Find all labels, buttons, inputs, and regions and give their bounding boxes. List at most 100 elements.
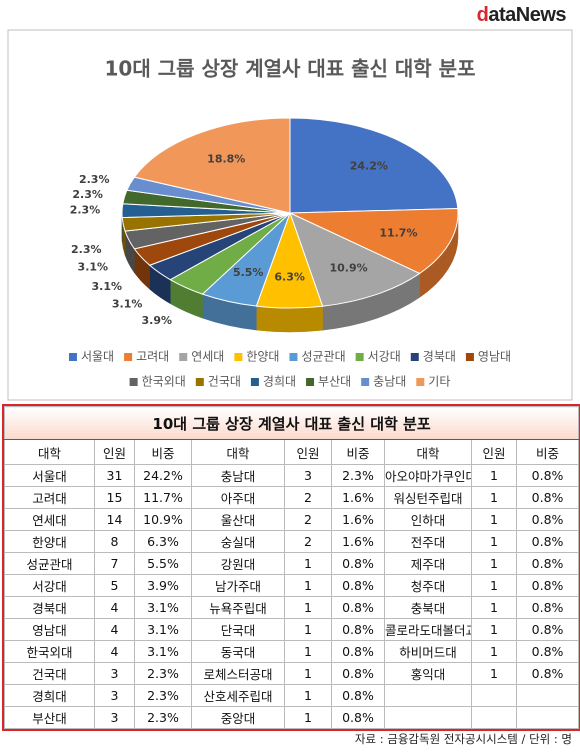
table-cell: 단국대 bbox=[191, 618, 285, 641]
pie-slice bbox=[133, 117, 291, 214]
table-cell: 4 bbox=[94, 596, 135, 619]
legend-item: 한국외대 bbox=[129, 375, 186, 389]
table-cell: 콜로라도대볼더교 bbox=[384, 618, 472, 641]
table-cell: 인하대 bbox=[384, 508, 472, 531]
table-row: 대학 인원 비중 대학 인원 비중 대학 인원 비중 bbox=[4, 439, 580, 465]
table-cell: 0.8% bbox=[515, 552, 580, 575]
legend-label: 영남대 bbox=[478, 350, 511, 364]
table-row: 고려대 15 11.7% 아주대 2 1.6% 워싱턴주립대 1 0.8% bbox=[4, 486, 580, 509]
table-cell: 1 bbox=[284, 684, 332, 707]
table-cell: 서울대 bbox=[4, 464, 95, 487]
data-label: 6.3% bbox=[274, 271, 305, 284]
table-cell: 3 bbox=[94, 706, 135, 729]
table-title: 10대 그룹 상장 계열사 대표 출신 대학 분포 bbox=[3, 406, 580, 440]
table-cell: 한국외대 bbox=[4, 640, 95, 663]
legend-item: 고려대 bbox=[124, 350, 169, 364]
table-cell: 충북대 bbox=[384, 596, 472, 619]
table-cell: 아주대 bbox=[191, 486, 285, 509]
table-cell: 0.8% bbox=[331, 574, 385, 597]
table: 10대 그룹 상장 계열사 대표 출신 대학 분포 대학 인원 비중 대학 인원 비중 대학 인… bbox=[3, 406, 580, 729]
legend-swatch bbox=[68, 353, 77, 361]
table-cell: 2 bbox=[284, 486, 332, 509]
table-header: 대학 bbox=[4, 439, 95, 465]
table-cell: 한양대 bbox=[4, 530, 95, 553]
chart: 10대 그룹 상장 계열사 대표 출신 대학 분포 24.2% 11.7% 10.9… bbox=[7, 29, 573, 401]
pie-slice bbox=[289, 117, 459, 214]
table-cell bbox=[515, 684, 580, 707]
table-cell: 2.3% bbox=[134, 662, 192, 685]
table-cell: 아오야마가쿠인대 bbox=[384, 464, 472, 487]
legend-item: 한양대 bbox=[234, 350, 279, 364]
table-cell: 5.5% bbox=[134, 552, 192, 575]
legend-label: 한양대 bbox=[246, 350, 279, 364]
table-cell: 1 bbox=[471, 618, 517, 641]
table-cell: 0.8% bbox=[515, 640, 580, 663]
legend-item: 서강대 bbox=[355, 350, 401, 364]
table-row: 서강대 5 3.9% 남가주대 1 0.8% 청주대 1 0.8% bbox=[4, 574, 580, 597]
table-cell: 2 bbox=[284, 530, 332, 553]
table-cell: 31 bbox=[94, 464, 135, 487]
table-cell: 2.3% bbox=[134, 684, 192, 707]
table-cell: 0.8% bbox=[515, 662, 580, 685]
legend-label: 한국외대 bbox=[142, 375, 186, 389]
table-cell: 4 bbox=[94, 640, 135, 663]
data-label: 3.1% bbox=[112, 297, 143, 310]
table-cell: 0.8% bbox=[515, 618, 580, 641]
table-row: 경희대 3 2.3% 산호세주립대 1 0.8% bbox=[4, 684, 580, 707]
table-cell: 서강대 bbox=[4, 574, 95, 597]
table-cell: 0.8% bbox=[515, 486, 580, 509]
table-cell: 하비머드대 bbox=[384, 640, 472, 663]
pie-slice-side bbox=[256, 305, 323, 333]
table-cell bbox=[384, 684, 472, 707]
table-cell: 3 bbox=[94, 684, 135, 707]
table-header: 비중 bbox=[134, 439, 192, 465]
table-header: 인원 bbox=[94, 439, 135, 465]
table-cell: 제주대 bbox=[384, 552, 472, 575]
table-cell: 15 bbox=[94, 486, 135, 509]
table-cell: 전주대 bbox=[384, 530, 472, 553]
table-cell: 홍익대 bbox=[384, 662, 472, 685]
table-cell: 1 bbox=[471, 574, 517, 597]
table-cell bbox=[515, 706, 580, 729]
table-cell: 울산대 bbox=[191, 508, 285, 531]
table-cell: 건국대 bbox=[4, 662, 95, 685]
table-cell: 24.2% bbox=[134, 464, 192, 487]
table-cell: 1 bbox=[471, 486, 517, 509]
table-cell: 1 bbox=[284, 574, 332, 597]
table-cell: 11.7% bbox=[134, 486, 192, 509]
table-cell: 3.1% bbox=[134, 618, 192, 641]
table-frame: 10대 그룹 상장 계열사 대표 출신 대학 분포 대학 인원 비중 대학 인원 비중 대학 인… bbox=[2, 404, 580, 731]
table-row: 경북대 4 3.1% 뉴욕주립대 1 0.8% 충북대 1 0.8% bbox=[4, 596, 580, 619]
legend-label: 서울대 bbox=[81, 350, 114, 364]
legend-swatch bbox=[124, 353, 133, 361]
legend-swatch bbox=[465, 353, 474, 361]
table-cell: 경희대 bbox=[4, 684, 95, 707]
table-row: 성균관대 7 5.5% 강원대 1 0.8% 제주대 1 0.8% bbox=[4, 552, 580, 575]
legend-swatch bbox=[179, 353, 188, 361]
table-cell: 1.6% bbox=[331, 530, 385, 553]
legend-swatch bbox=[289, 353, 298, 361]
table-header: 비중 bbox=[331, 439, 385, 465]
legend-swatch bbox=[416, 378, 425, 386]
table-cell: 연세대 bbox=[4, 508, 95, 531]
table-cell: 1 bbox=[471, 596, 517, 619]
source-note: 자료 : 금융감독원 전자공시시스템 / 단위 : 명 bbox=[354, 732, 572, 746]
legend-label: 성균관대 bbox=[301, 350, 345, 364]
legend-item: 경북대 bbox=[410, 350, 456, 364]
data-label: 3.9% bbox=[142, 314, 173, 327]
table-cell: 1 bbox=[284, 596, 332, 619]
table-cell: 고려대 bbox=[4, 486, 95, 509]
table-header: 인원 bbox=[284, 439, 332, 465]
legend-swatch bbox=[234, 353, 243, 361]
data-label: 5.5% bbox=[233, 266, 264, 279]
table-cell: 1 bbox=[284, 662, 332, 685]
table-cell: 1 bbox=[471, 640, 517, 663]
legend-swatch bbox=[306, 378, 315, 386]
table-cell bbox=[471, 684, 517, 707]
legend-label: 충남대 bbox=[373, 375, 406, 389]
data-label: 24.2% bbox=[350, 159, 388, 172]
table-cell: 1 bbox=[284, 640, 332, 663]
legend-label: 서강대 bbox=[368, 350, 401, 364]
data-label: 2.3% bbox=[79, 173, 110, 186]
table-header: 인원 bbox=[471, 439, 517, 465]
